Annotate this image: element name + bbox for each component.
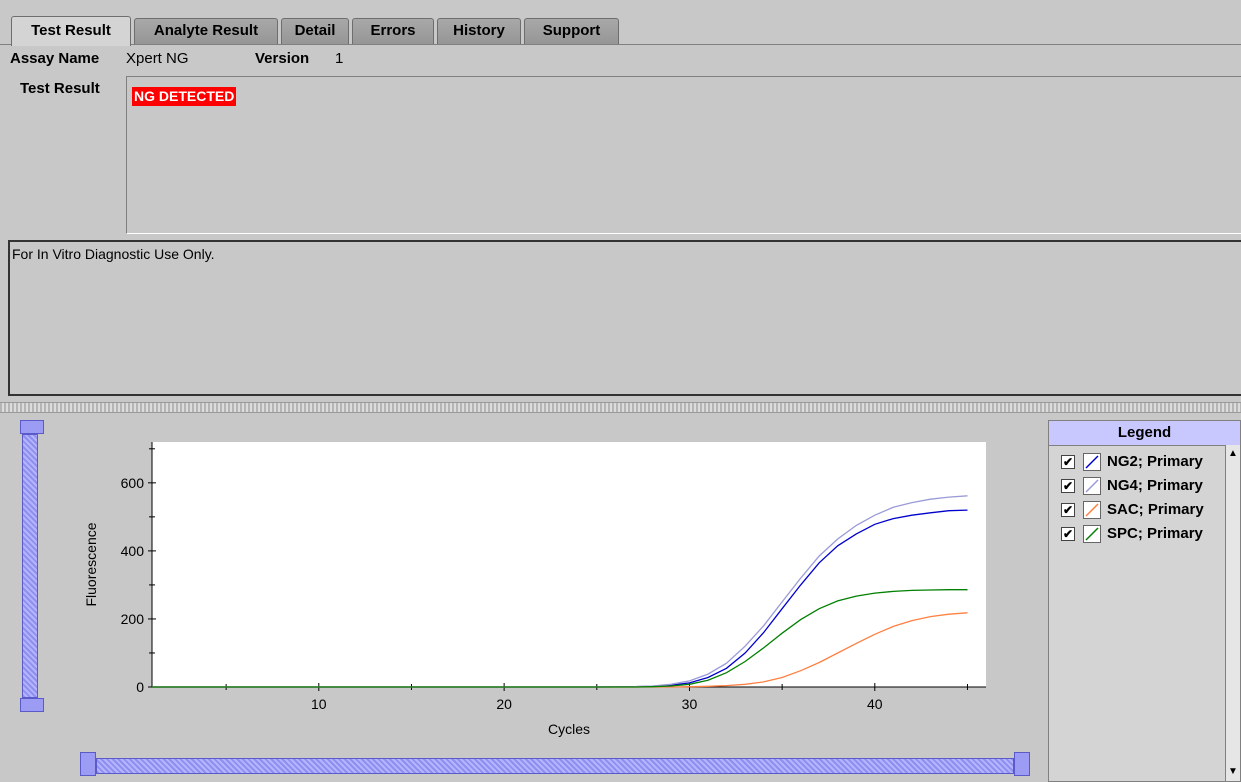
- notes-text: For In Vitro Diagnostic Use Only.: [12, 246, 215, 262]
- assay-name-value: Xpert NG: [126, 50, 189, 67]
- tab-analyte-result[interactable]: Analyte Result: [134, 18, 278, 44]
- tab-test-result[interactable]: Test Result: [11, 16, 131, 46]
- x-slider-left-handle[interactable]: [80, 752, 96, 776]
- swatch-line: [1085, 503, 1099, 517]
- plot-area: [152, 442, 986, 687]
- x-tick-label: 10: [311, 696, 327, 712]
- legend-item-label: NG2; Primary: [1107, 453, 1203, 470]
- y-tick-label: 0: [136, 679, 144, 695]
- legend-title: Legend: [1049, 421, 1240, 446]
- x-tick-label: 20: [496, 696, 512, 712]
- y-tick-label: 200: [121, 611, 145, 627]
- tab-errors[interactable]: Errors: [352, 18, 434, 44]
- line-swatch-icon: [1083, 501, 1101, 519]
- x-slider-track[interactable]: [96, 758, 1014, 774]
- split-pane-divider[interactable]: [0, 402, 1241, 413]
- swatch-line: [1085, 479, 1099, 493]
- scroll-up-icon[interactable]: ▲: [1228, 448, 1238, 459]
- legend-item-sac[interactable]: ✔ SAC; Primary: [1059, 499, 1229, 521]
- fluorescence-chart: 0 200 400 600 10 20 30 40 Cycles Fluorescence: [83, 442, 986, 737]
- legend-panel: Legend ✔ NG2; Primary ✔ NG4; Primary ✔ S…: [1048, 420, 1241, 782]
- y-tick-label: 400: [121, 543, 145, 559]
- scroll-down-icon[interactable]: ▼: [1228, 766, 1238, 777]
- tab-detail[interactable]: Detail: [281, 18, 349, 44]
- swatch-line: [1085, 455, 1099, 469]
- test-result-box: NG DETECTED: [126, 76, 1241, 234]
- x-range-slider[interactable]: [80, 748, 1030, 776]
- version-value: 1: [335, 50, 344, 67]
- line-swatch-icon: [1083, 525, 1101, 543]
- series-line-spc: [152, 589, 968, 688]
- y-slider-track[interactable]: [22, 434, 38, 698]
- swatch-line: [1085, 527, 1099, 541]
- y-range-slider[interactable]: [20, 420, 44, 712]
- x-slider-right-handle[interactable]: [1014, 752, 1030, 776]
- legend-item-label: SPC; Primary: [1107, 525, 1203, 542]
- legend-item-ng4[interactable]: ✔ NG4; Primary: [1059, 475, 1229, 497]
- y-slider-bottom-handle[interactable]: [20, 698, 44, 712]
- y-axis-label: Fluorescence: [83, 522, 99, 606]
- legend-item-label: NG4; Primary: [1107, 477, 1203, 494]
- x-tick-label: 40: [867, 696, 883, 712]
- legend-checkbox[interactable]: ✔: [1061, 455, 1075, 469]
- tab-support[interactable]: Support: [524, 18, 619, 44]
- notes-box[interactable]: For In Vitro Diagnostic Use Only.: [8, 240, 1241, 396]
- tab-history[interactable]: History: [437, 18, 521, 44]
- y-tick-label: 600: [121, 475, 145, 491]
- legend-checkbox[interactable]: ✔: [1061, 503, 1075, 517]
- x-tick-label: 30: [682, 696, 698, 712]
- legend-item-ng2[interactable]: ✔ NG2; Primary: [1059, 451, 1229, 473]
- test-result-label: Test Result: [20, 80, 100, 97]
- tab-baseline: [0, 44, 1241, 45]
- y-slider-top-handle[interactable]: [20, 420, 44, 434]
- tab-bar: Test Result Analyte Result Detail Errors…: [0, 8, 1241, 46]
- x-axis-label: Cycles: [548, 721, 590, 737]
- line-swatch-icon: [1083, 453, 1101, 471]
- assay-name-label: Assay Name: [10, 50, 100, 67]
- legend-item-spc[interactable]: ✔ SPC; Primary: [1059, 523, 1229, 545]
- version-label: Version: [255, 50, 310, 67]
- test-result-value: NG DETECTED: [132, 87, 237, 106]
- legend-item-label: SAC; Primary: [1107, 501, 1204, 518]
- legend-checkbox[interactable]: ✔: [1061, 527, 1075, 541]
- line-swatch-icon: [1083, 477, 1101, 495]
- legend-scrollbar[interactable]: ▲ ▼: [1225, 445, 1240, 781]
- legend-checkbox[interactable]: ✔: [1061, 479, 1075, 493]
